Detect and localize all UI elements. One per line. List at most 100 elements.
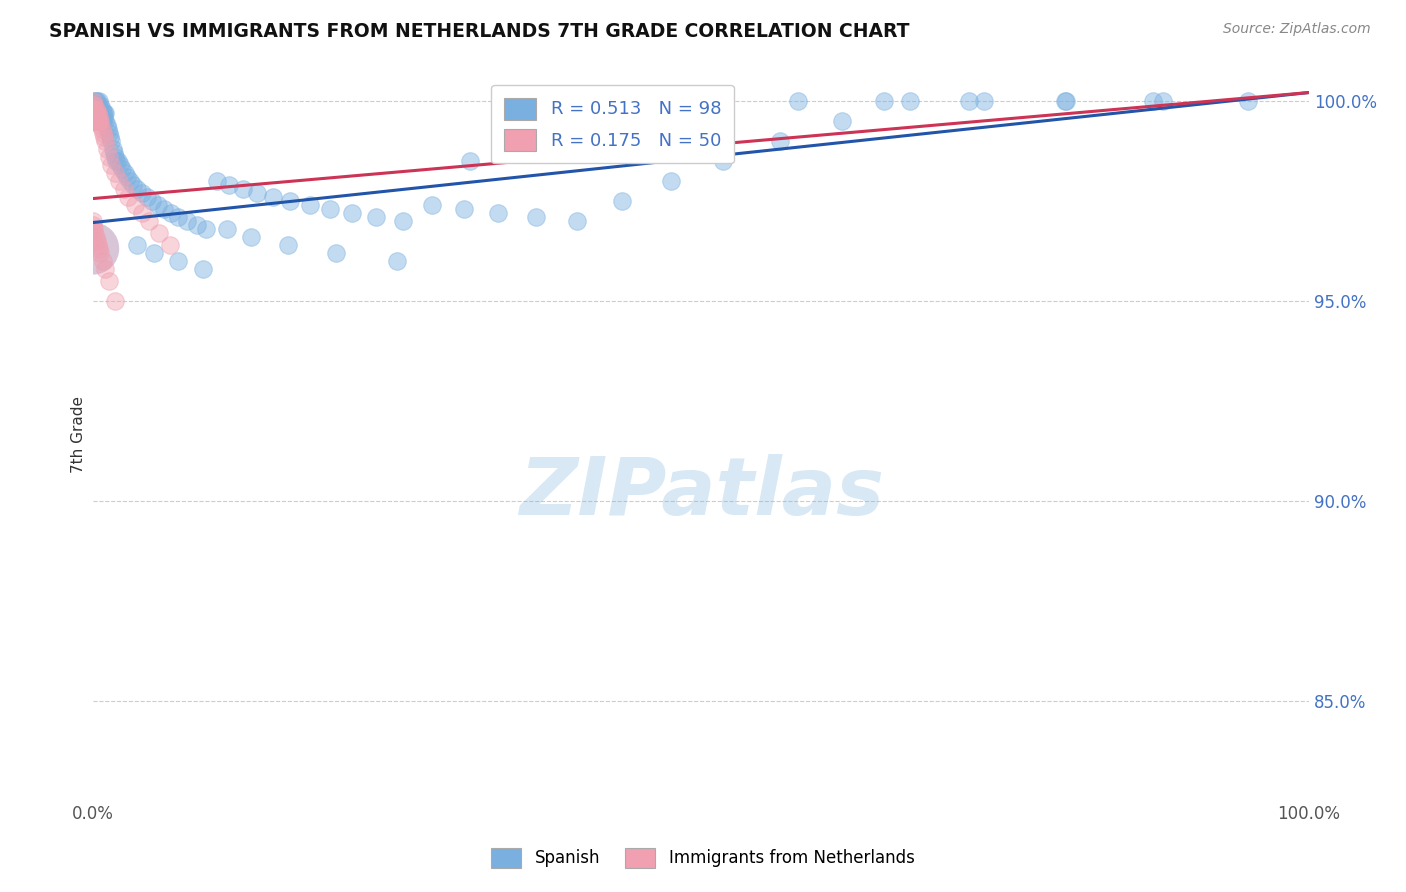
Point <box>872 94 894 108</box>
Point <box>82 218 104 232</box>
Point <box>122 178 145 192</box>
Point <box>94 105 117 120</box>
Point <box>1054 94 1077 108</box>
Point <box>340 205 363 219</box>
Point <box>325 245 347 260</box>
Point <box>131 205 153 219</box>
Point <box>486 205 509 219</box>
Point <box>125 181 148 195</box>
Point <box>82 113 104 128</box>
Point <box>84 229 107 244</box>
Point <box>319 202 342 216</box>
Point <box>87 97 110 112</box>
Point <box>93 129 115 144</box>
Point <box>104 293 127 308</box>
Point <box>160 205 183 219</box>
Point <box>83 102 105 116</box>
Point <box>87 113 110 128</box>
Point <box>366 210 388 224</box>
Point <box>702 94 724 108</box>
Point <box>205 173 228 187</box>
Point <box>84 102 107 116</box>
Point <box>103 145 125 160</box>
Text: Source: ZipAtlas.com: Source: ZipAtlas.com <box>1223 22 1371 37</box>
Point <box>105 153 128 168</box>
Point <box>524 210 547 224</box>
Point <box>278 194 301 208</box>
Point <box>117 189 139 203</box>
Point <box>610 194 633 208</box>
Point <box>1237 94 1260 108</box>
Point <box>86 110 108 124</box>
Point <box>82 105 104 120</box>
Point <box>83 97 105 112</box>
Point <box>262 189 284 203</box>
Point <box>84 94 107 108</box>
Point <box>89 94 111 108</box>
Point <box>141 194 163 208</box>
Point <box>96 142 118 156</box>
Point <box>124 197 146 211</box>
Point <box>89 245 111 260</box>
Point <box>453 202 475 216</box>
Point <box>104 165 127 179</box>
Point <box>104 149 127 163</box>
Point <box>135 189 157 203</box>
Point <box>91 105 114 120</box>
Point <box>89 113 111 128</box>
Point <box>298 197 321 211</box>
Point <box>89 97 111 112</box>
Point <box>769 134 792 148</box>
Point <box>218 178 240 192</box>
Point <box>94 113 117 128</box>
Point <box>82 242 104 256</box>
Point <box>90 110 112 124</box>
Point <box>458 153 481 168</box>
Legend: Spanish, Immigrants from Netherlands: Spanish, Immigrants from Netherlands <box>485 841 921 875</box>
Point <box>89 118 111 132</box>
Point <box>131 186 153 200</box>
Point <box>107 173 129 187</box>
Point <box>89 105 111 120</box>
Point <box>89 113 111 128</box>
Point <box>100 157 122 171</box>
Point <box>176 213 198 227</box>
Point <box>195 221 218 235</box>
Point <box>152 202 174 216</box>
Point <box>146 197 169 211</box>
Point <box>93 105 115 120</box>
Point <box>82 113 104 128</box>
Point <box>114 165 136 179</box>
Point <box>118 173 141 187</box>
Point <box>191 261 214 276</box>
Point <box>957 94 980 108</box>
Point <box>83 105 105 120</box>
Point <box>385 253 408 268</box>
Point <box>90 102 112 116</box>
Point <box>973 94 995 108</box>
Point <box>98 149 121 163</box>
Point <box>125 237 148 252</box>
Point <box>97 121 120 136</box>
Point <box>392 213 415 227</box>
Point <box>240 229 263 244</box>
Point <box>91 113 114 128</box>
Point <box>87 105 110 120</box>
Point <box>1053 94 1076 108</box>
Point <box>112 181 135 195</box>
Point <box>83 110 105 124</box>
Point <box>84 97 107 112</box>
Point <box>659 173 682 187</box>
Point <box>617 113 640 128</box>
Point <box>531 134 554 148</box>
Text: ZIPatlas: ZIPatlas <box>519 454 883 533</box>
Point <box>89 102 111 116</box>
Point <box>86 94 108 108</box>
Point <box>82 97 104 112</box>
Point <box>84 105 107 120</box>
Point <box>94 134 117 148</box>
Point <box>87 105 110 120</box>
Point <box>101 142 124 156</box>
Point <box>83 94 105 108</box>
Point <box>108 157 131 171</box>
